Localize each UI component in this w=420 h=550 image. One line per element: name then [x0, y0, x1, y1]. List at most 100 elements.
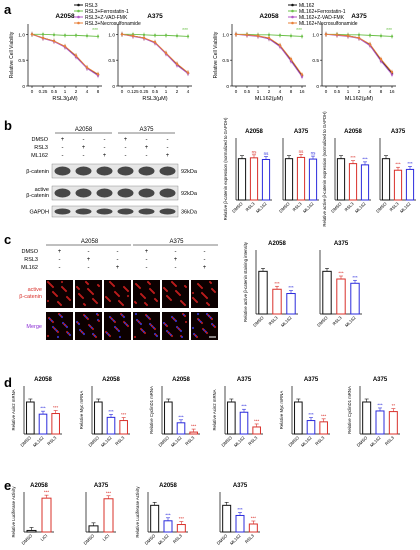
treatment-label: DMSO [32, 137, 49, 143]
bar [119, 420, 128, 435]
cell-signal [91, 327, 95, 331]
blot-band [54, 166, 71, 176]
x-tick-label: 2 [75, 89, 78, 94]
category-label: DMSO [21, 533, 34, 546]
kda-label: 36kDa [181, 210, 198, 216]
x-tick-label: 0 [121, 89, 124, 94]
bar [103, 498, 114, 533]
significance-label: *** [165, 512, 171, 517]
x-tick-label: 16 [299, 89, 305, 94]
cell-signal [148, 317, 152, 321]
cell-signal [139, 322, 143, 326]
treatment-sign: - [83, 153, 85, 159]
blot-band [159, 188, 176, 198]
blot-band [117, 208, 134, 215]
cell-signal [91, 292, 95, 296]
category-label: DMSO [157, 435, 170, 448]
x-tick-label: 0.5 [334, 89, 341, 94]
cell-signal [165, 289, 169, 293]
blot-band [75, 188, 92, 198]
category-label: ML162 [170, 435, 183, 448]
kda-label: 92kDa [181, 169, 198, 175]
cell-signal [207, 303, 211, 307]
blot-band [54, 188, 71, 198]
bar-chart-b-1: A375 DMSO ns RSL3 ns ML162 [278, 129, 319, 214]
bar-chart-e-3: A375 DMSO *** ML162 *** RSL3 [216, 483, 260, 546]
treatment-sign: + [145, 145, 149, 151]
treatment-label: RSL3 [34, 145, 48, 151]
cell-signal [81, 296, 85, 300]
legend-marker [77, 15, 80, 19]
chart-title: A375 [294, 129, 309, 135]
cell-signal [108, 334, 112, 338]
significance-label: ns [252, 149, 258, 154]
significance-label: *** [237, 507, 243, 512]
significance-label: *** [44, 490, 50, 495]
category-label: DMSO [83, 533, 96, 546]
category-label: DMSO [19, 435, 32, 448]
bar-chart-b-0: A2058 Relative β-catenin expression (norm… [223, 117, 272, 220]
cell-signal [152, 291, 156, 295]
treatment-sign: - [125, 153, 127, 159]
legend-label: RSL3+Z-VAD-FMK [85, 15, 128, 21]
chart-title: A375 [334, 241, 349, 247]
treatment-sign: - [59, 265, 61, 271]
band-label: β-catenin [26, 169, 49, 175]
cell-signal [126, 324, 130, 328]
category-label: DMSO [220, 435, 233, 448]
bar [235, 514, 245, 533]
cell-signal [196, 312, 200, 316]
significance-label: *** [251, 516, 257, 521]
significance-label: ns [264, 151, 270, 156]
cell-signal [174, 319, 178, 323]
legend-label: RSL3+Ferrostatin-1 [85, 9, 129, 15]
cell-signal [205, 331, 209, 335]
significance-label: *** [121, 412, 127, 417]
cell-signal [180, 335, 184, 339]
cell-signal [153, 327, 157, 331]
treatment-sign: + [203, 265, 207, 271]
treatment-label: RSL3 [24, 257, 38, 263]
bar [362, 401, 372, 435]
category-label: RSL3 [172, 533, 184, 545]
bar [308, 158, 318, 201]
y-tick-label: 0.5 [222, 58, 229, 64]
category-label: RSL3 [314, 435, 326, 447]
significance-label: *** [296, 28, 302, 34]
cell-signal [112, 284, 116, 288]
blot-strip [51, 205, 179, 218]
category-label: DMSO [87, 435, 100, 448]
y-tick-label: 0 [316, 84, 319, 90]
y-tick-label: 1.0 [222, 32, 229, 38]
band-label: active [35, 187, 49, 193]
treatment-sign: - [104, 137, 106, 143]
x-tick-label: 0.5 [152, 89, 159, 94]
bar [296, 156, 306, 201]
y-tick-label: 1.0 [18, 32, 25, 38]
cell-signal [51, 285, 55, 289]
micrograph-tile [191, 280, 218, 308]
chart-title: A375 [237, 377, 252, 383]
y-axis-label: Relative Axin2 mRNA [212, 389, 217, 430]
y-tick-label: 1.0 [312, 32, 319, 38]
cell-signal [165, 324, 169, 328]
significance-label: *** [308, 412, 314, 417]
category-label: LiCl [39, 533, 48, 542]
panel-letter-b: b [4, 118, 12, 133]
y-axis-label: Relative Myc mRNA [279, 391, 284, 430]
chart-title: A375 [304, 377, 319, 383]
cell-signal [126, 294, 130, 298]
treatment-sign: - [175, 265, 177, 271]
category-label: ML162 [280, 315, 293, 328]
bar [322, 270, 332, 315]
cell-signal [143, 296, 147, 300]
cell-signal [133, 335, 137, 339]
category-label: RSL3 [244, 533, 256, 545]
cell-signal [169, 298, 173, 302]
bar [350, 282, 360, 315]
y-tick-label: 0.5 [108, 58, 115, 64]
chart-title: A2058 [30, 483, 48, 489]
category-label: RSL3 [247, 435, 259, 447]
